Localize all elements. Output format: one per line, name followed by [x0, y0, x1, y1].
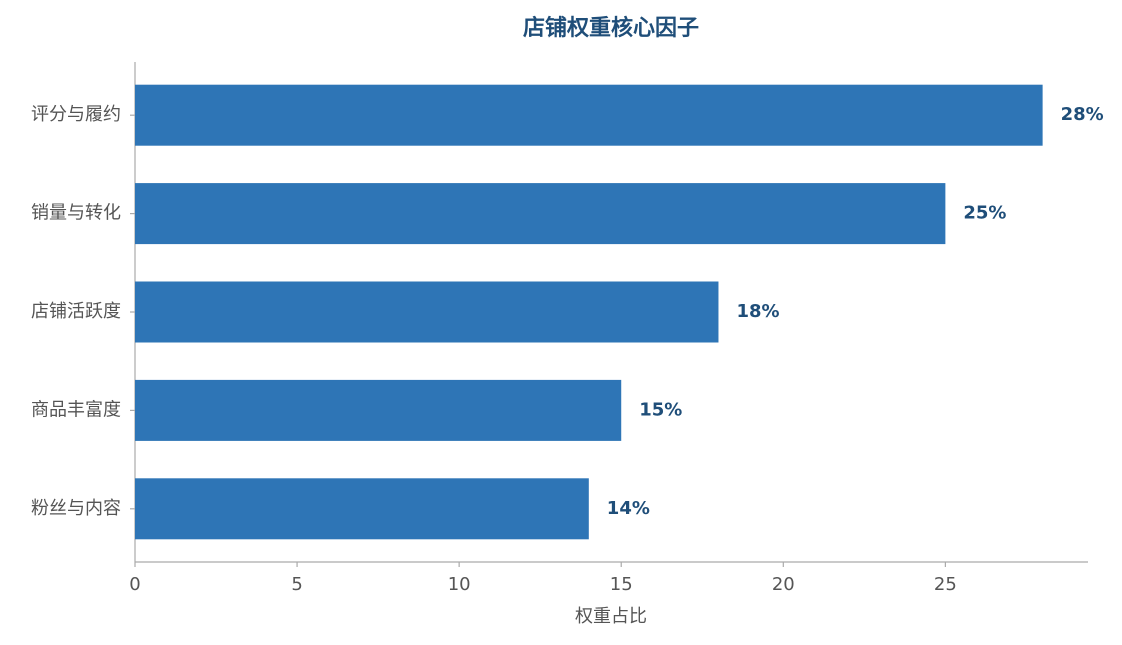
y-tick-label: 销量与转化: [31, 203, 121, 224]
y-tick-label: 评分与履约: [31, 104, 121, 125]
value-label: 25%: [963, 203, 1006, 224]
x-axis-label: 权重占比: [575, 606, 647, 627]
value-label: 28%: [1061, 104, 1104, 125]
bar: [135, 281, 719, 343]
value-label: 18%: [736, 301, 779, 322]
x-tick-label: 25: [934, 574, 957, 595]
x-tick-label: 0: [129, 574, 140, 595]
y-tick-label: 店铺活跃度: [31, 301, 121, 322]
y-tick-label: 商品丰富度: [31, 399, 121, 420]
y-tick-label: 粉丝与内容: [31, 498, 121, 519]
x-tick-label: 15: [610, 574, 633, 595]
value-label: 15%: [639, 399, 682, 420]
x-tick-label: 10: [448, 574, 471, 595]
x-tick-label: 20: [772, 574, 795, 595]
value-label: 14%: [607, 498, 650, 519]
bar: [135, 84, 1043, 146]
bar: [135, 183, 946, 245]
x-tick-label: 5: [291, 574, 302, 595]
chart-title: 店铺权重核心因子: [523, 15, 699, 41]
bar: [135, 379, 622, 441]
bar: [135, 478, 589, 540]
